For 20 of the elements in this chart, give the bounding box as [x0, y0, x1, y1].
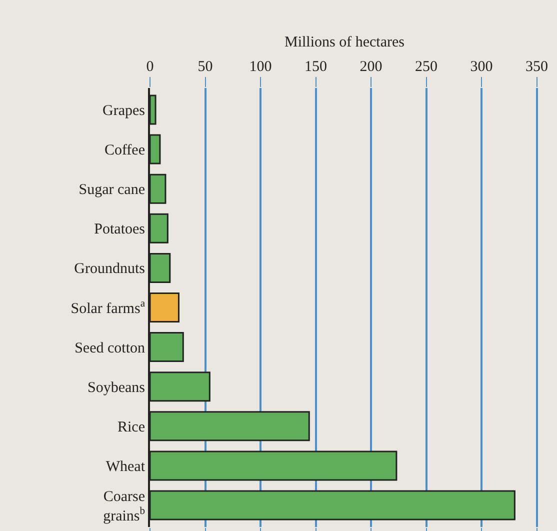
x-tick-label: 350 [526, 59, 548, 75]
x-tick-label: 0 [146, 59, 154, 75]
x-axis-title: Millions of hectares [284, 34, 405, 50]
x-tick-label: 300 [470, 59, 493, 75]
y-tick-label: Rice [118, 419, 146, 436]
y-tick-label: Wheat [106, 458, 146, 475]
x-tick-label: 250 [415, 59, 438, 75]
y-tick-label: Groundnuts [74, 261, 146, 278]
x-tick-label: 100 [249, 59, 272, 75]
x-tick-label: 50 [198, 59, 213, 75]
y-tick-label: Seed cotton [74, 340, 146, 356]
y-tick-label: Soybeans [88, 380, 146, 396]
y-tick-label: Potatoes [94, 222, 146, 238]
x-tick-label: 200 [360, 59, 382, 75]
y-tick-label: Grapes [102, 103, 146, 119]
y-tick-label: Sugar cane [78, 182, 146, 198]
x-tick-label: 150 [304, 59, 328, 75]
y-tick-label: Coffee [104, 142, 146, 159]
y-tick-label: Coarse grains$^{b}$ [103, 488, 146, 524]
y-tick-label: Solar farms$^{a}$ [70, 298, 146, 317]
